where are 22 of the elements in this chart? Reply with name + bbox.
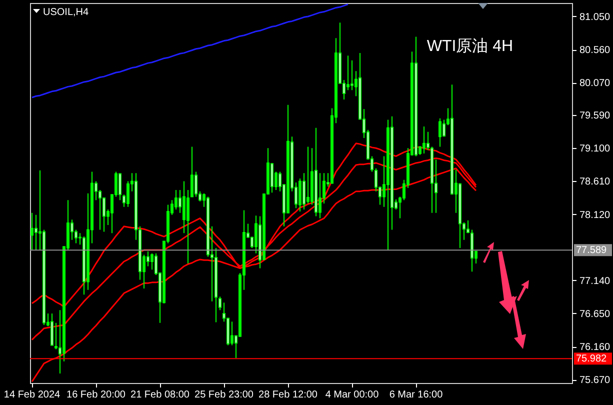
y-tick-label: 78.120 [580,210,611,221]
ref-line-label: 77.589 [576,245,608,256]
x-tick-label: 14 Feb 2024 [4,390,61,400]
x-tick-label: 28 Feb 12:00 [258,390,318,400]
y-tick-label: 77.140 [580,276,611,287]
y-tick-label: 80.070 [580,78,611,90]
x-tick-label: 21 Feb 08:00 [130,390,190,400]
annotation: WTI原油 4H [426,37,514,55]
y-tick-label: 80.560 [580,45,611,56]
ref-line-label: 75.982 [576,354,608,365]
x-tick-label: 6 Mar 16:00 [389,390,444,400]
chart-title: USOIL,H4 [43,7,90,18]
y-tick-label: 76.650 [580,308,611,320]
x-tick-label: 25 Feb 23:00 [194,390,254,400]
y-tick-label: 79.590 [580,110,611,122]
x-tick-label: 4 Mar 00:00 [325,390,380,400]
x-tick-label: 16 Feb 20:00 [66,390,126,400]
y-tick-label: 76.160 [580,342,611,354]
y-tick-label: 78.610 [580,176,611,188]
y-tick-label: 79.100 [580,144,611,155]
y-tick-label: 81.050 [580,12,611,23]
y-tick-label: 75.670 [580,375,611,386]
